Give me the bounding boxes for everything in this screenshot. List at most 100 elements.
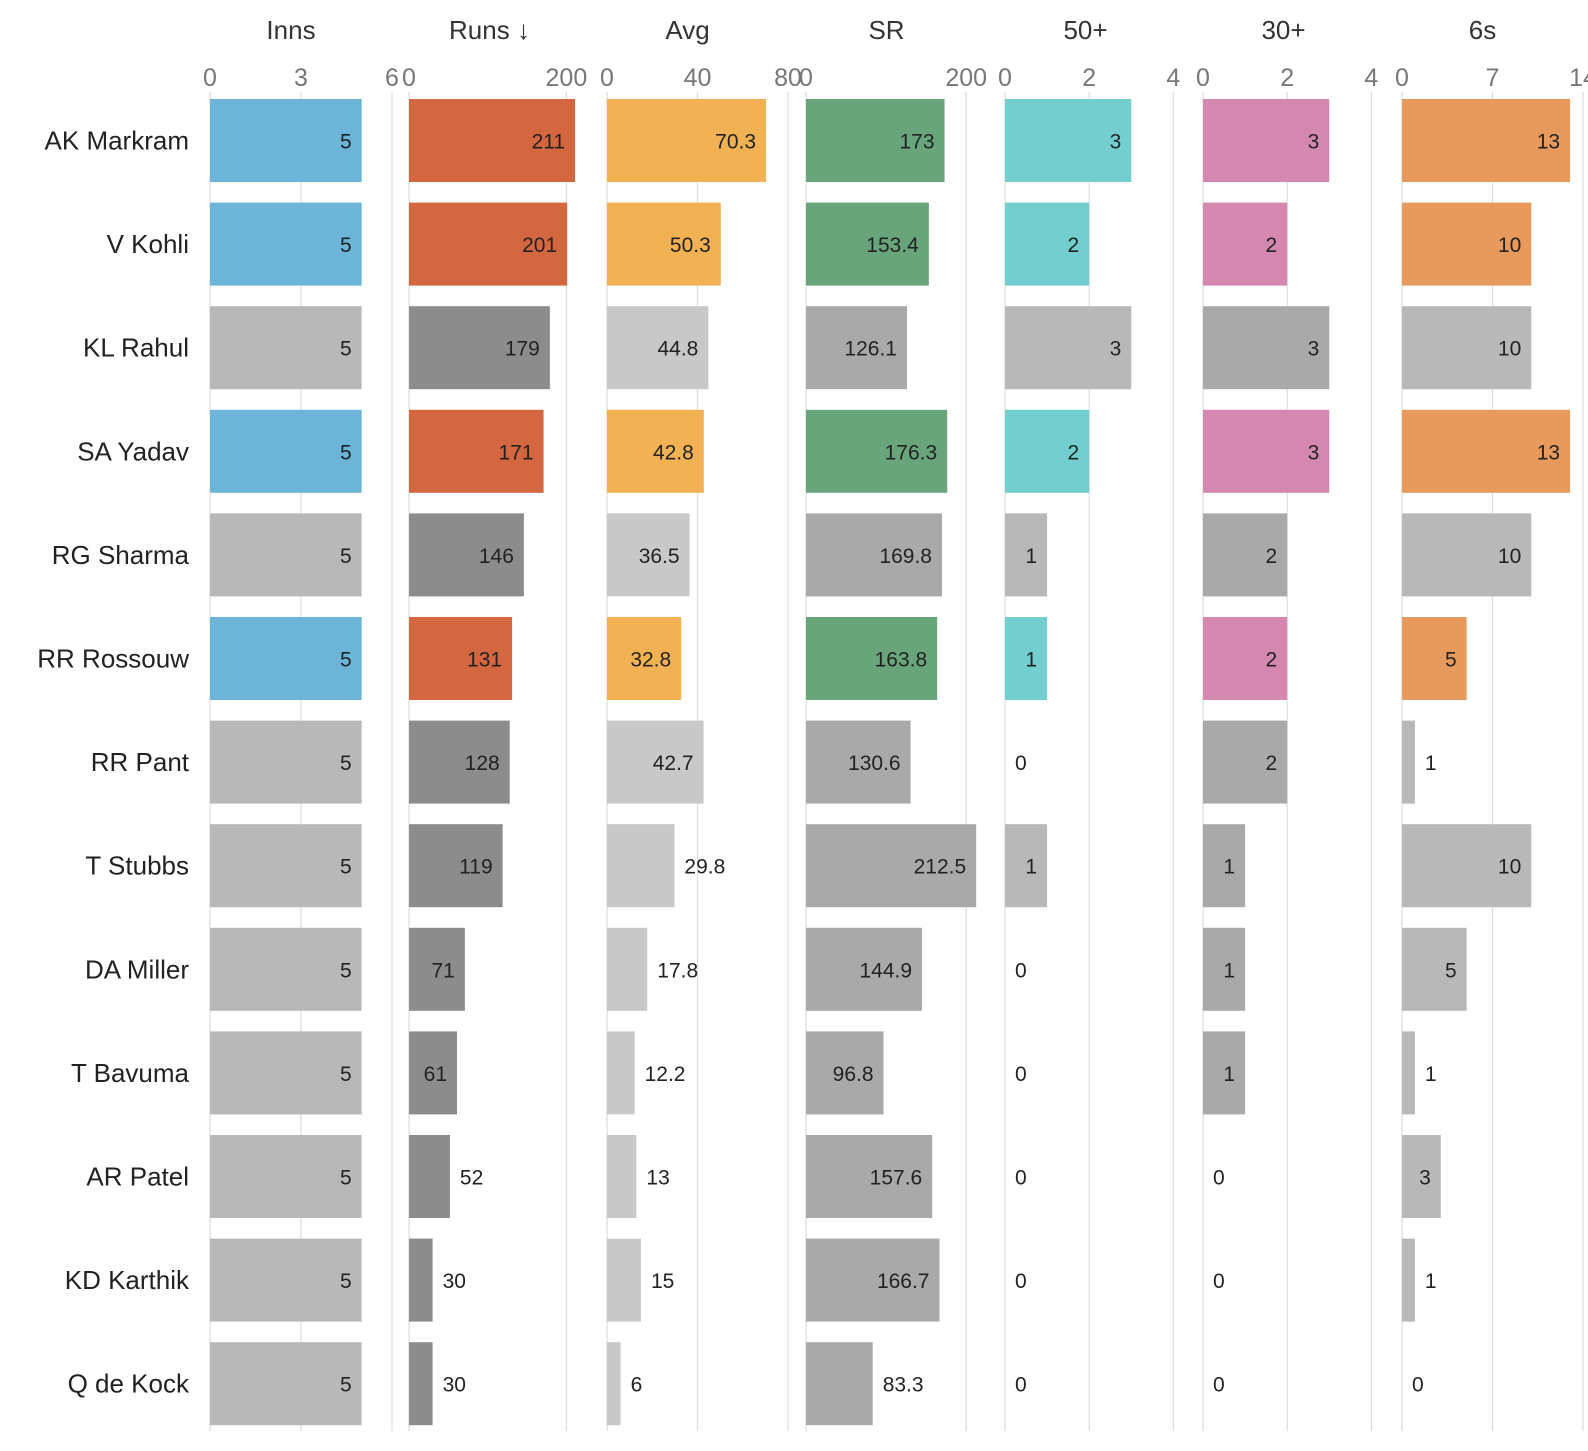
bar-avg-ar-patel (607, 1135, 637, 1218)
value-label-50-rr-rossouw: 1 (1025, 649, 1037, 672)
bar-avg-ak-markram (607, 99, 767, 182)
row-label-v-kohli: V Kohli (107, 229, 189, 259)
bar-runs-v-kohli (409, 202, 568, 286)
value-label-50-da-miller: 0 (1015, 959, 1027, 982)
value-label-inns-q-de-kock: 5 (340, 1374, 352, 1397)
tick-label-avg-2: 80 (774, 64, 802, 92)
value-label-inns-kl-rahul: 5 (340, 338, 352, 361)
value-label-runs-v-kohli: 201 (522, 234, 557, 257)
tick-label-30-2: 4 (1364, 64, 1378, 92)
bar-sr-kd-karthik (806, 1238, 940, 1322)
value-label-30-sa-yadav: 3 (1308, 441, 1320, 464)
value-label-6s-sa-yadav: 13 (1537, 441, 1560, 464)
value-label-50-q-de-kock: 0 (1015, 1374, 1027, 1397)
bar-50-kl-rahul (1005, 306, 1132, 390)
value-label-inns-rg-sharma: 5 (340, 545, 352, 568)
value-label-inns-rr-pant: 5 (340, 752, 352, 775)
value-label-sr-rg-sharma: 169.8 (879, 545, 932, 568)
value-label-avg-sa-yadav: 42.8 (653, 441, 694, 464)
bar-30-v-kohli (1203, 202, 1288, 286)
bar-avg-kl-rahul (607, 306, 709, 390)
bar-inns-t-stubbs (210, 824, 362, 908)
tick-label-50-1: 2 (1082, 64, 1096, 92)
row-label-kl-rahul: KL Rahul (83, 333, 189, 363)
value-label-inns-rr-rossouw: 5 (340, 649, 352, 672)
bar-avg-rr-rossouw (607, 617, 682, 700)
tick-label-sr-0: 0 (799, 64, 813, 92)
row-label-t-stubbs: T Stubbs (85, 851, 189, 881)
bar-6s-rg-sharma (1402, 513, 1532, 597)
bar-inns-ar-patel (210, 1135, 362, 1218)
value-label-6s-t-bavuma: 1 (1425, 1063, 1437, 1086)
value-label-runs-rr-pant: 128 (465, 752, 500, 775)
bar-30-rg-sharma (1203, 513, 1288, 597)
value-label-6s-da-miller: 5 (1445, 959, 1457, 982)
bar-6s-da-miller (1402, 927, 1467, 1011)
bar-inns-rr-rossouw (210, 617, 362, 700)
row-label-kd-karthik: KD Karthik (65, 1265, 190, 1295)
value-label-50-kl-rahul: 3 (1110, 338, 1122, 361)
bar-30-t-bavuma (1203, 1031, 1246, 1115)
value-label-avg-v-kohli: 50.3 (670, 234, 711, 257)
bar-sr-rr-pant (806, 720, 911, 804)
value-label-runs-ak-markram: 211 (532, 131, 565, 154)
column-title-50: 50+ (1063, 15, 1107, 45)
value-label-avg-rg-sharma: 36.5 (639, 545, 680, 568)
bar-sr-ar-patel (806, 1135, 933, 1218)
value-label-50-v-kohli: 2 (1067, 234, 1079, 257)
bar-runs-t-bavuma (409, 1031, 458, 1115)
value-label-6s-ar-patel: 3 (1419, 1167, 1431, 1190)
bar-50-v-kohli (1005, 202, 1090, 286)
bar-50-sa-yadav (1005, 409, 1090, 493)
value-label-runs-kl-rahul: 179 (505, 338, 540, 361)
value-label-30-kd-karthik: 0 (1213, 1270, 1225, 1293)
bar-6s-rr-pant (1402, 720, 1415, 804)
row-label-q-de-kock: Q de Kock (68, 1369, 190, 1399)
bar-30-da-miller (1203, 927, 1246, 1011)
bar-50-t-stubbs (1005, 824, 1048, 908)
value-label-runs-ar-patel: 52 (460, 1167, 483, 1190)
bar-sr-t-stubbs (806, 824, 977, 908)
bar-runs-rg-sharma (409, 513, 524, 597)
bar-6s-rr-rossouw (1402, 617, 1467, 700)
bar-runs-q-de-kock (409, 1342, 433, 1426)
value-label-runs-q-de-kock: 30 (443, 1374, 466, 1397)
value-label-50-ar-patel: 0 (1015, 1167, 1027, 1190)
bar-6s-v-kohli (1402, 202, 1532, 286)
value-label-sr-t-stubbs: 212.5 (914, 856, 967, 879)
value-label-6s-q-de-kock: 0 (1412, 1374, 1424, 1397)
column-title-runs: Runs ↓ (449, 15, 530, 45)
bar-inns-rg-sharma (210, 513, 362, 597)
bar-30-rr-rossouw (1203, 617, 1288, 700)
bar-6s-ak-markram (1402, 99, 1571, 182)
value-label-sr-t-bavuma: 96.8 (833, 1063, 874, 1086)
value-label-avg-q-de-kock: 6 (631, 1374, 643, 1397)
value-label-inns-ak-markram: 5 (340, 131, 352, 154)
value-label-sr-sa-yadav: 176.3 (885, 441, 938, 464)
value-label-sr-ak-markram: 173 (900, 131, 935, 154)
value-label-runs-rr-rossouw: 131 (467, 649, 502, 672)
bar-avg-kd-karthik (607, 1238, 641, 1322)
tick-label-avg-1: 40 (684, 64, 712, 92)
bar-sr-q-de-kock (806, 1342, 873, 1426)
tick-label-inns-1: 3 (294, 64, 308, 92)
bar-layer (210, 99, 1571, 1426)
bar-runs-ak-markram (409, 99, 576, 182)
bar-inns-ak-markram (210, 99, 362, 182)
value-label-sr-ar-patel: 157.6 (870, 1167, 923, 1190)
value-label-50-t-stubbs: 1 (1025, 856, 1037, 879)
value-label-6s-rg-sharma: 10 (1498, 545, 1521, 568)
value-label-6s-kd-karthik: 1 (1425, 1270, 1437, 1293)
column-title-avg: Avg (665, 15, 709, 45)
row-label-rr-pant: RR Pant (91, 747, 190, 777)
value-label-30-da-miller: 1 (1223, 959, 1235, 982)
value-label-30-t-stubbs: 1 (1223, 856, 1235, 879)
bar-avg-rr-pant (607, 720, 704, 804)
bar-sr-kl-rahul (806, 306, 907, 390)
value-label-50-sa-yadav: 2 (1067, 441, 1079, 464)
row-label-ar-patel: AR Patel (86, 1162, 189, 1192)
value-label-inns-t-bavuma: 5 (340, 1063, 352, 1086)
row-label-t-bavuma: T Bavuma (71, 1058, 190, 1088)
row-label-rr-rossouw: RR Rossouw (37, 644, 189, 674)
